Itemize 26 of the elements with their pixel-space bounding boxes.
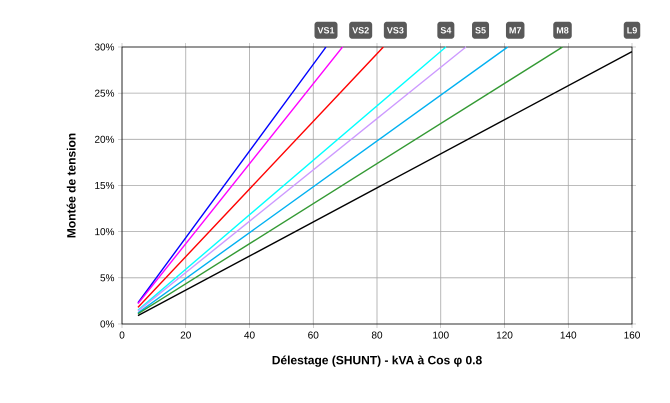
x-tick-label: 100 <box>433 332 449 339</box>
series-label: VS3 <box>386 27 404 34</box>
series-label: M8 <box>556 27 568 34</box>
series-label: S5 <box>475 27 486 34</box>
x-tick-label: 140 <box>560 332 576 339</box>
x-tick-label: 0 <box>120 332 124 339</box>
y-axis-title: Montée de tension <box>66 134 76 238</box>
y-tick-label: 10% <box>95 228 114 236</box>
x-tick-label: 40 <box>244 332 255 339</box>
series-label: M7 <box>510 27 522 34</box>
y-tick-label: 0% <box>100 320 114 328</box>
y-tick-label: 25% <box>94 90 114 97</box>
x-tick-label: 120 <box>496 332 512 339</box>
x-axis-title: Délestage (SHUNT) - kVA à Cos φ 0.8 <box>272 355 482 367</box>
y-tick-label: 5% <box>100 274 114 282</box>
x-tick-label: 60 <box>308 332 318 339</box>
y-tick-label: 15% <box>95 182 114 190</box>
series-label: VS1 <box>318 27 334 34</box>
text: L9 <box>627 27 637 34</box>
x-tick-label: 80 <box>372 332 382 339</box>
x-tick-label: 20 <box>180 332 191 339</box>
y-tick-label: 30% <box>94 43 114 51</box>
series-label: S4 <box>440 27 452 34</box>
y-tick-label: 20% <box>94 136 114 143</box>
series-label: VS2 <box>352 27 369 34</box>
x-tick-label: 160 <box>624 332 640 339</box>
